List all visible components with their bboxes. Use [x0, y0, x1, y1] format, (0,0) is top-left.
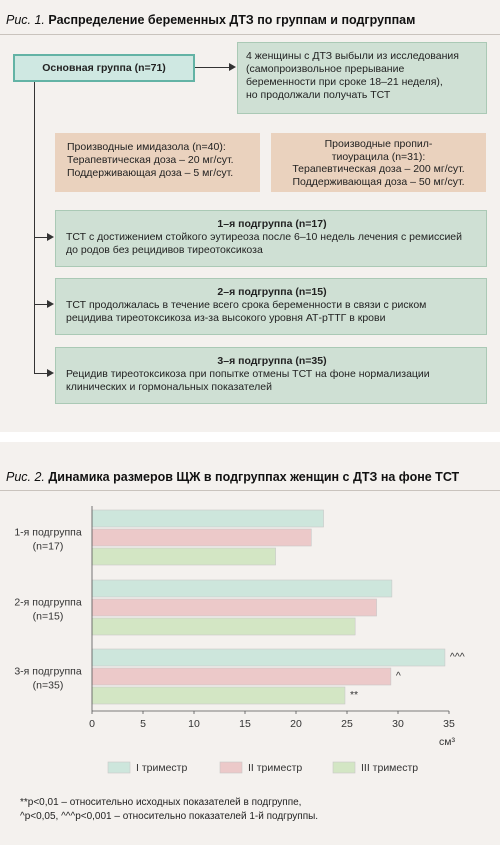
bar-annotation: ^	[396, 670, 401, 682]
figure1-title: Рис. 1. Распределение беременных ДТЗ по …	[6, 13, 416, 27]
legend-swatch	[107, 761, 131, 774]
x-tick-label: 10	[188, 718, 200, 730]
x-tick-label: 15	[239, 718, 251, 730]
subgroup3-line: Рецидив тиреотоксикоза при попытке отмен…	[66, 368, 430, 380]
imidazole-line: Производные имидазола (n=40):	[67, 141, 226, 153]
dropout-line: 4 женщины с ДТЗ выбыли из исследования	[246, 50, 459, 62]
bar-1-3	[91, 547, 276, 566]
x-tick-label: 35	[443, 718, 455, 730]
propyl-line: тиоурацила (n=31):	[331, 150, 426, 163]
subgroup2-line: ТСТ продолжалась в течение всего срока б…	[66, 299, 427, 311]
flow-trunk-line	[34, 82, 35, 374]
x-tick-label: 5	[140, 718, 146, 730]
bar-2-2	[91, 598, 377, 617]
imidazole-line: Поддерживающая доза – 5 мг/сут.	[67, 167, 234, 179]
x-tick-label: 25	[341, 718, 353, 730]
bar-3-2	[91, 667, 392, 686]
sub3-arrow	[47, 369, 54, 377]
figure2-panel	[0, 442, 500, 845]
bar-3-1	[91, 648, 446, 667]
propyl-line: Производные пропил-	[324, 138, 433, 150]
bar-2-3	[91, 617, 356, 636]
legend-label: II триместр	[248, 762, 302, 774]
figure1-divider	[0, 34, 500, 35]
significance-note-2: ^p<0,05, ^^^p<0,001 – относительно показ…	[20, 811, 319, 822]
sub2-connector	[34, 304, 50, 305]
imidazole-line: Терапевтическая доза – 20 мг/сут.	[67, 154, 234, 166]
dropout-box: 4 женщины с ДТЗ выбыли из исследования (…	[237, 42, 487, 114]
bar-1-2	[91, 528, 312, 547]
bar-2-1	[91, 579, 393, 598]
dropout-line: но продолжали получать ТСТ	[246, 89, 391, 101]
propyl-line: Терапевтическая доза – 200 мг/сут.	[292, 163, 465, 175]
subgroup1-line: ТСТ с достижением стойкого эутиреоза пос…	[66, 231, 463, 243]
chart-axis: 0 5 10 15 20 25 30 35 см³	[89, 506, 455, 748]
bar-3-3	[91, 686, 346, 705]
legend-swatch	[332, 761, 356, 774]
x-tick-label: 0	[89, 718, 95, 730]
figure2-title: Рис. 2. Динамика размеров ЩЖ в подгруппа…	[6, 470, 460, 484]
sub3-connector	[34, 373, 50, 374]
category-label: 2-я подгруппа	[14, 597, 82, 609]
x-axis-label: см³	[439, 736, 455, 748]
sub1-connector	[34, 237, 50, 238]
subgroup1-title: 1–я подгруппа (n=17)	[217, 218, 327, 230]
subgroup3-box: 3–я подгруппа (n=35) Рецидив тиреотоксик…	[55, 347, 487, 404]
category-label: (n=35)	[33, 680, 64, 692]
bar-1-1	[91, 509, 324, 528]
propyl-line: Поддерживающая доза – 50 мг/сут.	[292, 175, 465, 188]
legend-label: III триместр	[361, 762, 418, 774]
sub1-arrow	[47, 233, 54, 241]
subgroup3-title: 3–я подгруппа (n=35)	[217, 355, 327, 367]
bar-annotation: **	[350, 689, 358, 701]
chart-legend: I триместр II триместр III триместр	[107, 761, 418, 774]
x-tick-label: 20	[290, 718, 302, 730]
category-label: 3-я подгруппа	[14, 666, 82, 678]
category-label: 1-я подгруппа	[14, 527, 82, 539]
dropout-line: (самопроизвольное прерывание	[246, 63, 405, 75]
dropout-arrow	[229, 63, 236, 71]
legend-swatch	[219, 761, 243, 774]
main-group-label: Основная группа (n=71)	[42, 62, 166, 74]
subgroup1-box: 1–я подгруппа (n=17) ТСТ с достижением с…	[55, 210, 487, 267]
figure2-divider	[0, 490, 500, 491]
dropout-connector	[194, 67, 232, 68]
category-label: (n=15)	[33, 611, 64, 623]
bar-annotation: ^^^	[450, 651, 465, 663]
subgroup2-line: рецидива тиреотоксикоза из-за высокого у…	[66, 312, 386, 324]
propylthiouracil-box: Производные пропил- тиоурацила (n=31): Т…	[271, 133, 486, 192]
subgroup3-line: клинических и гормональных показателей	[66, 381, 272, 393]
subgroup2-box: 2–я подгруппа (n=15) ТСТ продолжалась в …	[55, 278, 487, 335]
subgroup1-line: до родов без рецидивов тиреотоксикоза	[66, 244, 263, 256]
significance-note-1: **p<0,01 – относительно исходных показат…	[20, 797, 302, 808]
x-tick-label: 30	[392, 718, 404, 730]
main-group-box: Основная группа (n=71)	[13, 54, 195, 82]
imidazole-box: Производные имидазола (n=40): Терапевтич…	[55, 133, 260, 192]
category-label: (n=17)	[33, 541, 64, 553]
chart-labels: ^^^^**1-я подгруппа(n=17)2-я подгруппа(n…	[14, 527, 464, 702]
dropout-line: беременности при сроке 18–21 неделя),	[246, 76, 443, 88]
sub2-arrow	[47, 300, 54, 308]
subgroup2-title: 2–я подгруппа (n=15)	[217, 286, 327, 298]
chart-bars	[91, 509, 446, 705]
legend-label: I триместр	[136, 762, 187, 774]
